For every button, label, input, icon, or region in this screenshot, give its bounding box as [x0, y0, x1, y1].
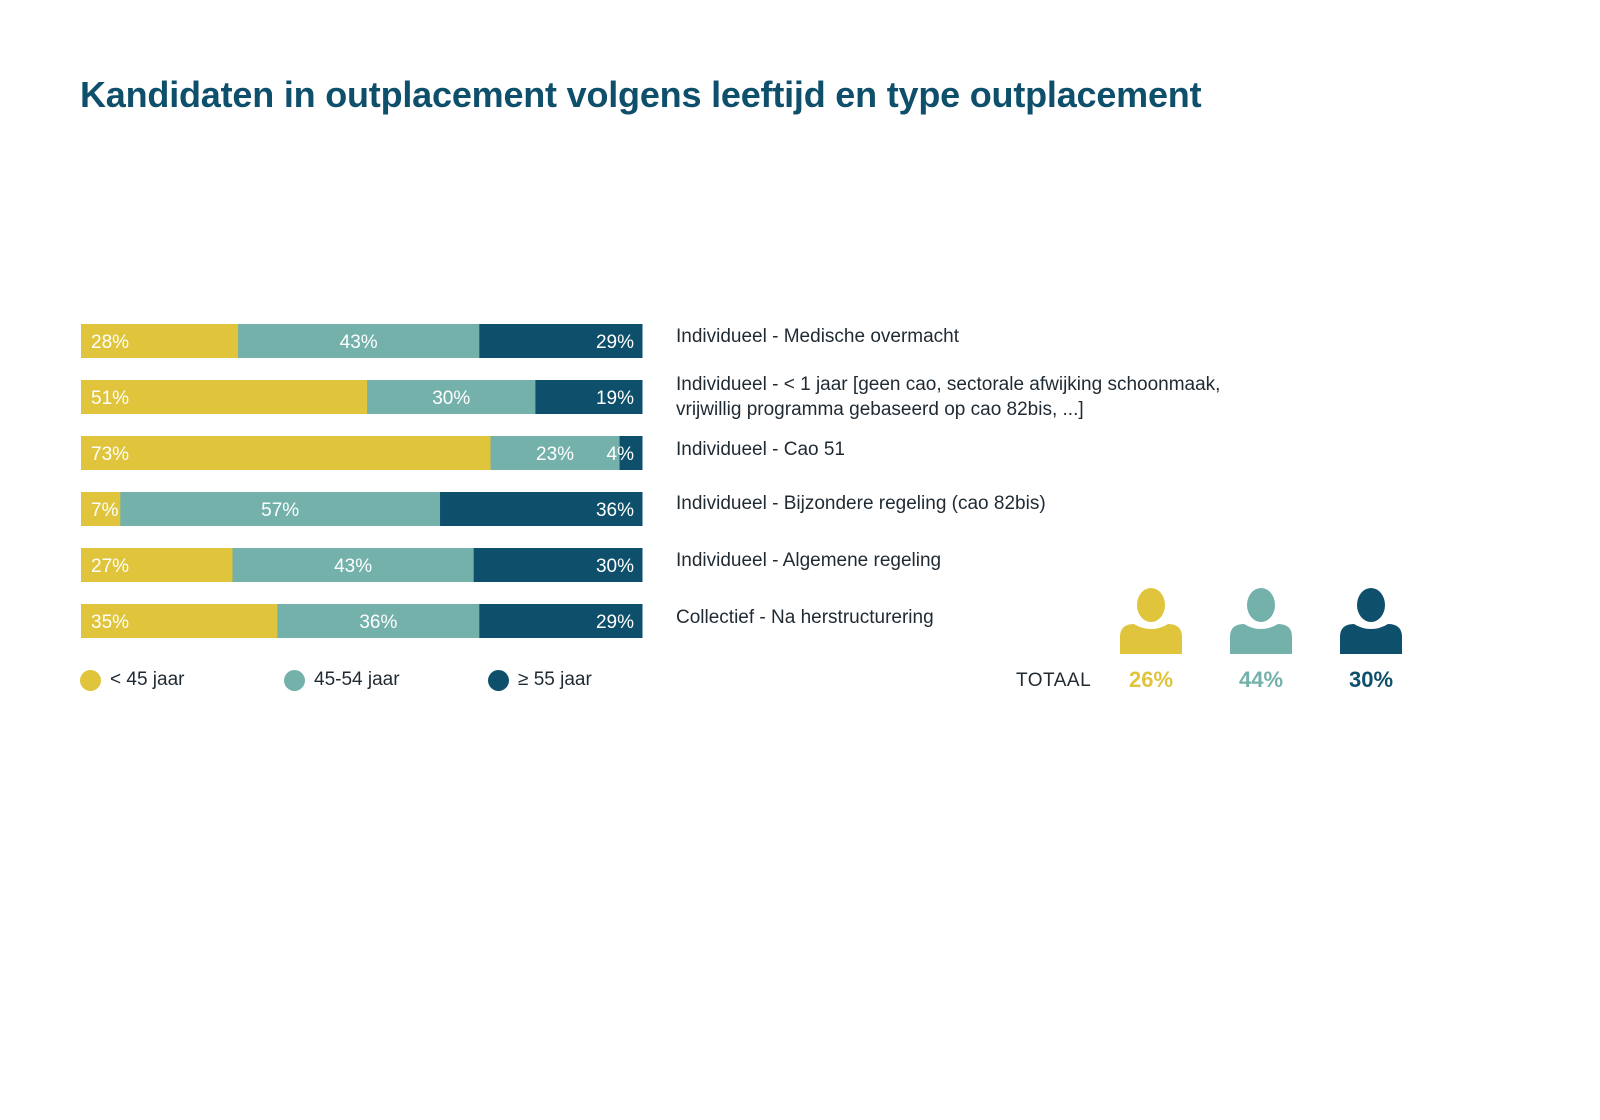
- category-label-collectief: Collectief - Na herstructurering: [676, 605, 1296, 630]
- bar-value-label: 73%: [91, 444, 129, 465]
- bar-value-label: 35%: [91, 612, 129, 633]
- bar-value-label: 43%: [334, 556, 372, 577]
- bar-segment-55-plus: [440, 492, 643, 526]
- bar-segment-under-45: [81, 604, 278, 638]
- legend-label: < 45 jaar: [110, 669, 185, 690]
- bar-value-label: 36%: [596, 500, 634, 521]
- person-icon: [1340, 588, 1402, 654]
- category-label-line: Individueel - < 1 jaar [geen cao, sector…: [676, 374, 1221, 395]
- bar-value-label: 57%: [261, 500, 299, 521]
- legend-item-under-45: < 45 jaar: [80, 667, 184, 693]
- bar-value-label: 29%: [596, 332, 634, 353]
- bar-segment-45-54: [120, 492, 441, 526]
- legend-label: ≥ 55 jaar: [518, 669, 592, 690]
- bar-segment-55-plus: [473, 548, 643, 582]
- total-value-under-45: 26%: [1128, 667, 1174, 692]
- legend-dot-icon: [80, 669, 101, 691]
- bar-segment-55-plus: [479, 604, 643, 638]
- category-label-bijzondere-regeling: Individueel - Bijzondere regeling (cao 8…: [676, 491, 1296, 516]
- person-icon: [1120, 588, 1182, 654]
- category-label-line: Individueel - Algemene regeling: [676, 550, 942, 571]
- bar-segment-under-45: [81, 492, 121, 526]
- bar-value-label: 43%: [340, 332, 378, 353]
- bar-value-label: 4%: [607, 444, 635, 465]
- bar-segment-45-54: [490, 436, 621, 470]
- category-label-line: vrijwillig programma gebaseerd op cao 82…: [676, 399, 1084, 420]
- bar-segment-45-54: [232, 548, 475, 582]
- bar-value-label: 28%: [91, 332, 129, 353]
- bar-segment-under-45: [81, 548, 233, 582]
- bar-value-label: 27%: [91, 556, 129, 577]
- bar-segment-55-plus: [535, 380, 643, 414]
- bar-value-label: 36%: [359, 612, 397, 633]
- bar-segment-under-45: [81, 324, 239, 358]
- category-label-line: Individueel - Bijzondere regeling (cao 8…: [676, 493, 1046, 514]
- bar-segment-55-plus: [479, 324, 643, 358]
- bar-value-label: 23%: [536, 444, 574, 465]
- bar-segment-45-54: [367, 380, 536, 414]
- totaal-label: TOTAAL: [1016, 670, 1092, 691]
- category-label-line: Individueel - Cao 51: [676, 439, 845, 460]
- category-label-line: Collectief - Na herstructurering: [676, 607, 934, 628]
- legend-item-55-plus: ≥ 55 jaar: [488, 667, 592, 693]
- bar-segment-under-45: [81, 380, 368, 414]
- person-icon: [1230, 588, 1292, 654]
- category-label-minder-dan-1-jaar: Individueel - < 1 jaar [geen cao, sector…: [676, 372, 1296, 422]
- legend-item-45-54: 45-54 jaar: [284, 667, 400, 693]
- bar-value-label: 30%: [596, 556, 634, 577]
- bar-segment-45-54: [238, 324, 480, 358]
- total-value-45-54: 44%: [1238, 667, 1284, 692]
- category-label-medische-overmacht: Individueel - Medische overmacht: [676, 324, 1296, 349]
- legend-dot-icon: [284, 669, 305, 691]
- bar-value-label: 30%: [432, 388, 470, 409]
- legend-dot-icon: [488, 669, 509, 691]
- chart-title: Kandidaten in outplacement volgens leeft…: [80, 74, 1202, 115]
- bar-value-label: 51%: [91, 388, 129, 409]
- category-label-cao-51: Individueel - Cao 51: [676, 437, 1296, 462]
- bar-segment-45-54: [277, 604, 480, 638]
- category-label-algemene-regeling: Individueel - Algemene regeling: [676, 548, 1296, 573]
- total-value-55-plus: 30%: [1348, 667, 1394, 692]
- legend-label: 45-54 jaar: [314, 669, 400, 690]
- bar-value-label: 29%: [596, 612, 634, 633]
- bar-value-label: 19%: [596, 388, 634, 409]
- bar-segment-55-plus: [619, 436, 643, 470]
- category-label-line: Individueel - Medische overmacht: [676, 326, 960, 347]
- bar-segment-under-45: [81, 436, 492, 470]
- bar-value-label: 7%: [91, 500, 119, 521]
